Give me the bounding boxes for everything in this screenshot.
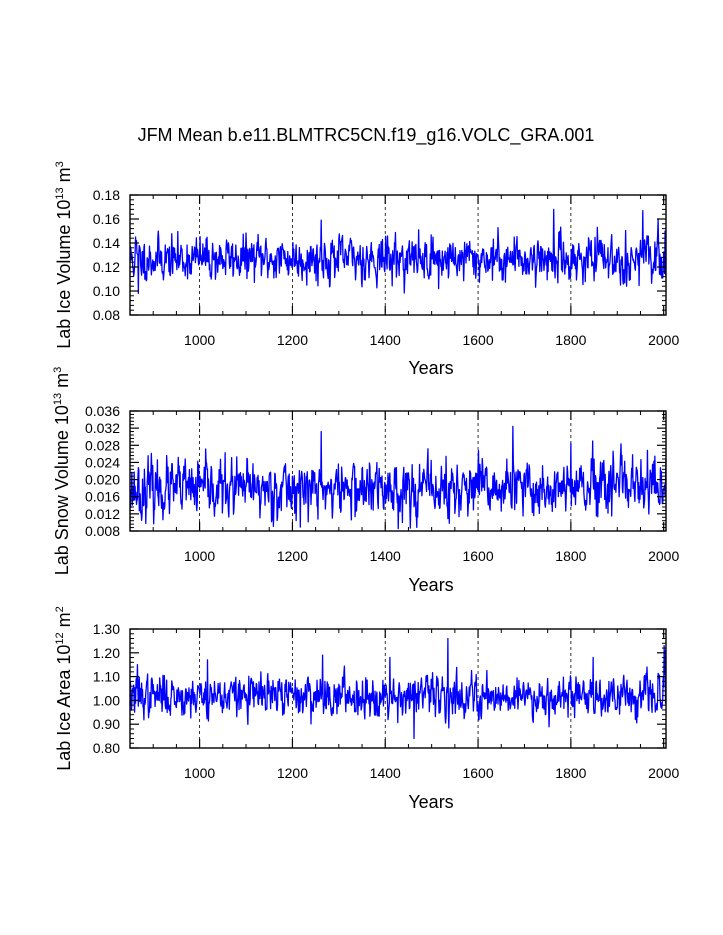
y-tick-label: 0.16 — [93, 211, 120, 227]
y-tick-label: 0.032 — [85, 420, 120, 436]
chart-panel-1: 1000 1200 1400 1600 1800 2000 0.08 0.10 0.12 0.14… — [54, 161, 679, 378]
chart-panel-3: 1000 1200 1400 1600 1800 2000 0.80 0.90 1.00 1.10… — [54, 606, 679, 812]
x-tick-label: 1200 — [277, 548, 308, 564]
series-line — [129, 425, 667, 530]
y-tick-label: 0.016 — [85, 489, 120, 505]
x-tick-label: 1600 — [462, 332, 493, 348]
y-tick-label: 1.10 — [93, 669, 120, 685]
x-tick-label: 1400 — [370, 332, 401, 348]
chart-panel-2: 1000 1200 1400 1600 1800 20000.0080.0120.0160… — [52, 367, 679, 595]
x-tick-label: 1600 — [462, 765, 493, 781]
y-tick-label: 0.10 — [93, 283, 120, 299]
x-axis-title: Years — [408, 575, 453, 595]
x-tick-label: 1000 — [184, 548, 215, 564]
y-axis-title: Lab Ice Volume 1013 m3 — [54, 161, 74, 348]
x-tick-label: 2000 — [648, 765, 679, 781]
figure-title: JFM Mean b.e11.BLMTRC5CN.f19_g16.VOLC_GR… — [138, 125, 595, 146]
x-tick-label: 2000 — [648, 332, 679, 348]
y-tick-label: 0.020 — [85, 472, 120, 488]
y-tick-label: 0.012 — [85, 506, 120, 522]
plot-frame — [129, 410, 667, 532]
x-tick-label: 1200 — [277, 765, 308, 781]
y-tick-label: 0.008 — [85, 523, 120, 539]
x-tick-label: 1400 — [370, 548, 401, 564]
y-tick-label: 0.08 — [93, 307, 120, 323]
series-line — [129, 637, 667, 740]
x-tick-label: 1200 — [277, 332, 308, 348]
y-axis-title: Lab Ice Area 1012 m2 — [54, 606, 74, 770]
y-tick-label: 1.00 — [93, 692, 120, 708]
y-tick-label: 1.20 — [93, 645, 120, 661]
y-tick-label: 0.18 — [93, 187, 120, 203]
x-tick-label: 1800 — [555, 765, 586, 781]
y-tick-label: 0.036 — [85, 403, 120, 419]
y-axis-title: Lab Snow Volume 1013 m3 — [52, 367, 72, 576]
y-tick-label: 0.14 — [93, 235, 120, 251]
y-tick-label: 0.024 — [85, 454, 120, 470]
y-tick-label: 1.30 — [93, 621, 120, 637]
x-tick-label: 1600 — [462, 548, 493, 564]
x-tick-label: 1800 — [555, 332, 586, 348]
x-tick-label: 1000 — [184, 332, 215, 348]
y-tick-label: 0.12 — [93, 259, 120, 275]
x-tick-label: 1400 — [370, 765, 401, 781]
x-tick-label: 1800 — [555, 548, 586, 564]
x-tick-label: 2000 — [648, 548, 679, 564]
series-line — [129, 208, 667, 295]
x-tick-label: 1000 — [184, 765, 215, 781]
y-tick-label: 0.90 — [93, 716, 120, 732]
x-axis-title: Years — [408, 358, 453, 378]
plot-frame — [129, 194, 667, 316]
y-tick-label: 0.80 — [93, 740, 120, 756]
x-axis-title: Years — [408, 792, 453, 812]
plot-frame — [129, 628, 667, 749]
panels: 1000 1200 1400 1600 1800 2000 0.08 0.10 0.12 0.14… — [52, 161, 679, 812]
y-tick-label: 0.028 — [85, 437, 120, 453]
